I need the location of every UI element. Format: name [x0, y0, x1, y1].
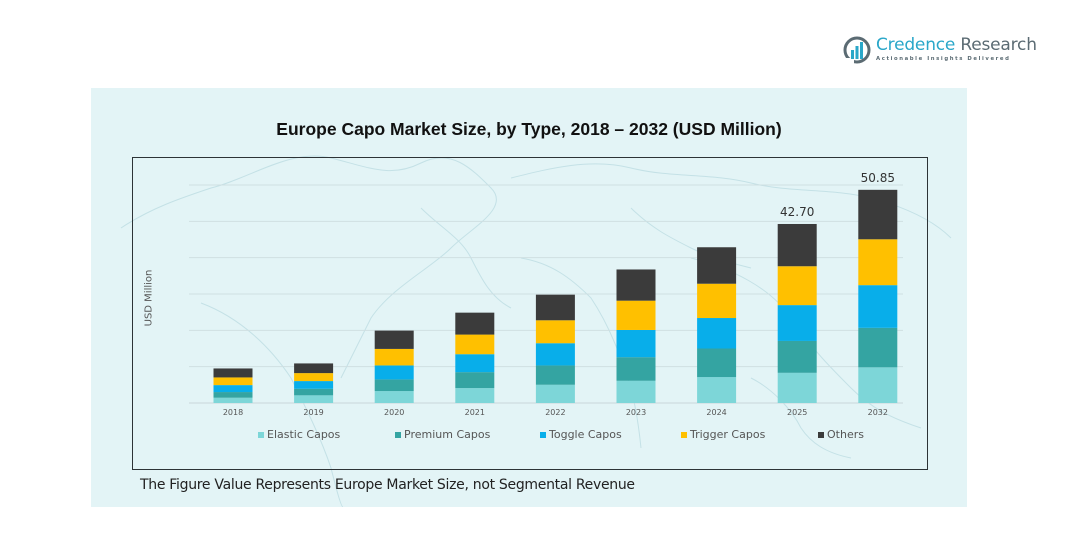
bar-segment-toggle-capos-2021 [455, 354, 495, 373]
bar-segment-trigger-capos-2022 [535, 320, 575, 344]
chart-title: Europe Capo Market Size, by Type, 2018 –… [276, 119, 782, 139]
bar-segment-premium-capos-2024 [697, 348, 737, 378]
bar-segment-others-2021 [455, 312, 495, 335]
bar-segment-toggle-capos-2020 [374, 365, 414, 380]
bar-segment-elastic-capos-2022 [535, 384, 575, 403]
bar-segment-trigger-capos-2018 [213, 377, 253, 386]
bar-segment-premium-capos-2032 [858, 327, 898, 368]
chart-panel: Europe Capo Market Size, by Type, 2018 –… [91, 88, 967, 507]
data-label-2025: 42.70 [780, 205, 814, 219]
bar-segment-trigger-capos-2024 [697, 283, 737, 319]
legend-item-elastic-capos: Elastic Capos [258, 428, 340, 441]
bar-segment-premium-capos-2023 [616, 357, 656, 381]
legend-label: Others [827, 428, 864, 441]
bar-segment-others-2025 [777, 223, 817, 267]
bar-segment-others-2032 [858, 189, 898, 240]
bar-segment-trigger-capos-2019 [294, 373, 334, 382]
brand-name-part1: Credence [876, 35, 956, 55]
brand-name: Credence Research [876, 35, 1037, 55]
bar-segment-toggle-capos-2023 [616, 329, 656, 358]
bar-segment-toggle-capos-2019 [294, 381, 334, 389]
bar-chart-in-circle-icon [843, 36, 871, 64]
x-tick-label: 2021 [465, 408, 485, 417]
bar-segment-elastic-capos-2024 [697, 377, 737, 403]
brand-name-part2: Research [955, 35, 1037, 55]
bar-segment-trigger-capos-2032 [858, 239, 898, 286]
legend-label: Premium Capos [404, 428, 491, 441]
bar-segment-trigger-capos-2021 [455, 334, 495, 355]
x-tick-label: 2020 [384, 408, 404, 417]
data-label-2032: 50.85 [861, 171, 895, 185]
bar-segment-elastic-capos-2023 [616, 380, 656, 403]
y-axis-label: USD Million [143, 269, 155, 327]
bar-segment-toggle-capos-2018 [213, 385, 253, 393]
bar-segment-premium-capos-2018 [213, 392, 253, 398]
chart-frame [132, 157, 928, 470]
bar-segment-elastic-capos-2018 [213, 397, 253, 403]
bar-segment-others-2020 [374, 330, 414, 349]
legend-item-others: Others [818, 428, 864, 441]
bar-segment-toggle-capos-2024 [697, 318, 737, 349]
x-tick-label: 2023 [626, 408, 646, 417]
bar-segment-elastic-capos-2021 [455, 388, 495, 403]
legend-swatch [681, 431, 687, 438]
stacked-bar-chart: 2018 2019 2020 2021 2022 2023 2024 2025 2032 42.7… [189, 171, 903, 417]
bar-segment-others-2023 [616, 269, 656, 301]
x-tick-label: 2024 [706, 408, 726, 417]
legend-label: Toggle Capos [549, 428, 622, 441]
bar-segment-premium-capos-2022 [535, 365, 575, 385]
bar-segment-others-2022 [535, 294, 575, 321]
footnote: The Figure Value Represents Europe Marke… [140, 477, 635, 493]
legend-item-toggle-capos: Toggle Capos [540, 428, 622, 441]
legend-item-trigger-capos: Trigger Capos [681, 428, 765, 441]
bar-segment-others-2024 [697, 247, 737, 284]
x-tick-label: 2019 [303, 408, 323, 417]
bar-segment-trigger-capos-2020 [374, 348, 414, 366]
bar-segment-elastic-capos-2019 [294, 395, 334, 403]
x-tick-label: 2018 [223, 408, 243, 417]
bar-segment-trigger-capos-2025 [777, 266, 817, 306]
bar-segment-elastic-capos-2020 [374, 391, 414, 403]
legend-swatch [540, 431, 546, 438]
x-tick-label: 2025 [787, 408, 807, 417]
legend-swatch [395, 431, 401, 438]
x-tick-label: 2032 [868, 408, 888, 417]
legend-swatch [258, 431, 264, 438]
bar-segment-premium-capos-2019 [294, 388, 334, 396]
credence-research-logo: Credence Research Actionable Insights De… [843, 33, 1037, 69]
bar-segment-toggle-capos-2025 [777, 305, 817, 341]
bar-segment-premium-capos-2025 [777, 340, 817, 373]
bar-segment-others-2018 [213, 368, 253, 378]
bar-segment-premium-capos-2021 [455, 372, 495, 389]
bar-segment-premium-capos-2020 [374, 379, 414, 392]
bar-segment-toggle-capos-2032 [858, 285, 898, 328]
bar-segment-elastic-capos-2032 [858, 367, 898, 403]
brand-tagline: Actionable Insights Delivered [876, 56, 1011, 62]
legend-label: Elastic Capos [267, 428, 341, 441]
x-tick-label: 2022 [545, 408, 565, 417]
legend-swatch [818, 431, 824, 438]
bar-segment-elastic-capos-2025 [777, 372, 817, 403]
bar-segment-toggle-capos-2022 [535, 343, 575, 366]
chart-legend: Elastic Capos Premium Capos Toggle Capos Tr… [258, 428, 898, 444]
legend-label: Trigger Capos [690, 428, 766, 441]
bar-segment-trigger-capos-2023 [616, 300, 656, 330]
legend-item-premium-capos: Premium Capos [395, 428, 490, 441]
bar-segment-others-2019 [294, 363, 334, 374]
